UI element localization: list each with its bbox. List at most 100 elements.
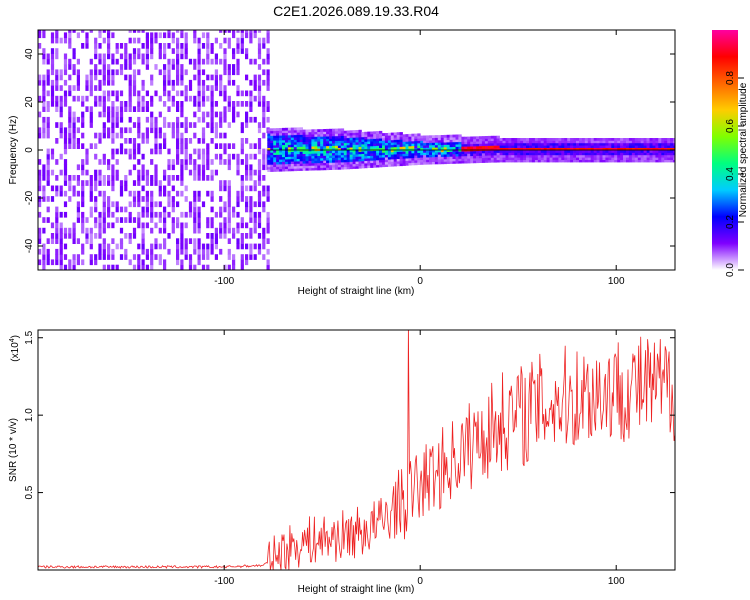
- spectrogram-cell: [282, 147, 286, 150]
- spectrogram-cell: [145, 206, 149, 213]
- spectrogram-cell: [214, 69, 218, 76]
- spectrogram-cell: [137, 69, 141, 76]
- spectrogram-cell: [520, 147, 524, 151]
- spectrogram-cell: [59, 248, 63, 255]
- spectrogram-cell: [564, 150, 568, 153]
- spectrogram-cell: [299, 146, 303, 150]
- spectrogram-cell: [141, 101, 145, 107]
- spectrogram-cell: [107, 111, 111, 118]
- spectrogram-cell: [197, 64, 201, 70]
- spectrogram-cell: [476, 138, 480, 142]
- spectrogram-cell: [287, 134, 292, 138]
- spectrogram-cell: [72, 53, 76, 60]
- spectrogram-cell: [517, 138, 521, 141]
- spectrogram-cell: [132, 148, 137, 155]
- spectrogram-cell: [42, 58, 46, 65]
- spectrogram-cell: [253, 32, 257, 39]
- spectrogram-cell: [490, 159, 495, 163]
- spectrogram-cell: [262, 227, 266, 234]
- spectrogram-cell: [158, 143, 162, 149]
- spectrogram-cell: [262, 233, 266, 239]
- spectrogram-cell: [137, 211, 141, 218]
- spectrogram-cell: [661, 140, 665, 144]
- spectrogram-cell: [98, 53, 102, 60]
- spectrogram-cell: [640, 147, 644, 151]
- spectrogram-cell: [137, 30, 141, 33]
- spectrogram-cell: [567, 145, 571, 148]
- spectrogram-cell: [302, 136, 306, 140]
- spectrogram-cell: [223, 95, 227, 102]
- spectrogram-cell: [511, 145, 515, 148]
- spectrogram-cell: [214, 101, 218, 107]
- spectrogram-cell: [219, 248, 223, 255]
- spectrogram-cell: [446, 139, 450, 143]
- spectrogram-cell: [599, 147, 603, 151]
- spectrogram-cell: [285, 137, 289, 141]
- spectrogram-cell: [257, 164, 262, 171]
- spectrogram-cell: [626, 154, 630, 158]
- spectrogram-cell: [382, 157, 386, 160]
- spectrogram-cell: [137, 217, 141, 223]
- spectrogram-cell: [176, 101, 180, 107]
- spectrogram-cell: [132, 37, 137, 44]
- spectrogram-cell: [141, 222, 145, 229]
- spectrogram-cell: [262, 159, 266, 165]
- spectrogram-cell: [282, 163, 286, 167]
- spectrogram-cell: [206, 248, 210, 255]
- spectrogram-cell: [505, 142, 509, 146]
- spectrogram-cell: [273, 164, 277, 167]
- spectrogram-cell: [257, 48, 262, 54]
- spectrogram-cell: [317, 129, 321, 132]
- spectrogram-cell: [393, 163, 397, 167]
- spectrogram-cell: [373, 160, 377, 163]
- spectrogram-cell: [634, 138, 639, 141]
- spectrogram-cell: [188, 138, 193, 144]
- spectrogram-cell: [38, 159, 42, 165]
- spectrogram-cell: [236, 211, 240, 218]
- spectrogram-cell: [285, 142, 289, 145]
- spectrogram-cell: [561, 138, 565, 141]
- spectrogram-cell: [596, 150, 600, 153]
- spectrogram-cell: [154, 175, 158, 181]
- spectrogram-cell: [481, 160, 486, 163]
- spectrogram-cell: [637, 152, 642, 156]
- spectrogram-cell: [332, 155, 336, 158]
- spectrogram-cell: [673, 140, 675, 144]
- spectrogram-cell: [458, 160, 462, 164]
- spectrogram-cell: [266, 190, 270, 197]
- spectrogram-cell: [552, 157, 556, 160]
- spectrogram-cell: [402, 143, 406, 147]
- spectrogram-cell: [305, 143, 309, 147]
- spectrogram-cell: [314, 134, 318, 137]
- spectrogram-cell: [72, 143, 76, 149]
- spectrogram-cell: [201, 132, 206, 139]
- spectrogram-cell: [658, 159, 662, 163]
- spectrogram-cell: [393, 146, 397, 150]
- spectrogram-cell: [98, 254, 102, 260]
- spectrogram-cell: [526, 147, 530, 151]
- spectrogram-cell: [608, 140, 612, 144]
- spectrogram-cell: [290, 168, 295, 172]
- spectrogram-cell: [470, 138, 474, 142]
- spectrogram-cell: [340, 145, 345, 148]
- spectrogram-cell: [262, 58, 266, 65]
- spectrogram-cell: [158, 185, 162, 192]
- spectrogram-cell: [59, 95, 63, 102]
- spectrogram-cell: [596, 145, 600, 148]
- spectrogram-cell: [89, 206, 93, 213]
- spectrogram-cell: [455, 136, 459, 140]
- spectrogram-cell: [308, 129, 312, 133]
- spectrogram-cell: [227, 79, 231, 86]
- spectrogram-cell: [287, 132, 292, 136]
- spectrogram-cell: [223, 148, 227, 155]
- spectrogram-cell: [481, 150, 486, 154]
- spectrogram-cell: [420, 140, 424, 144]
- spectrogram-cell: [210, 111, 214, 118]
- spectrogram-cell: [154, 254, 158, 260]
- spectrogram-cell: [631, 145, 636, 148]
- spectrogram-cell: [285, 149, 289, 153]
- spectrogram-cell: [180, 32, 184, 39]
- spectrogram-cell: [137, 259, 141, 266]
- spectrogram-cell: [290, 127, 295, 131]
- spectrogram-cell: [262, 37, 266, 44]
